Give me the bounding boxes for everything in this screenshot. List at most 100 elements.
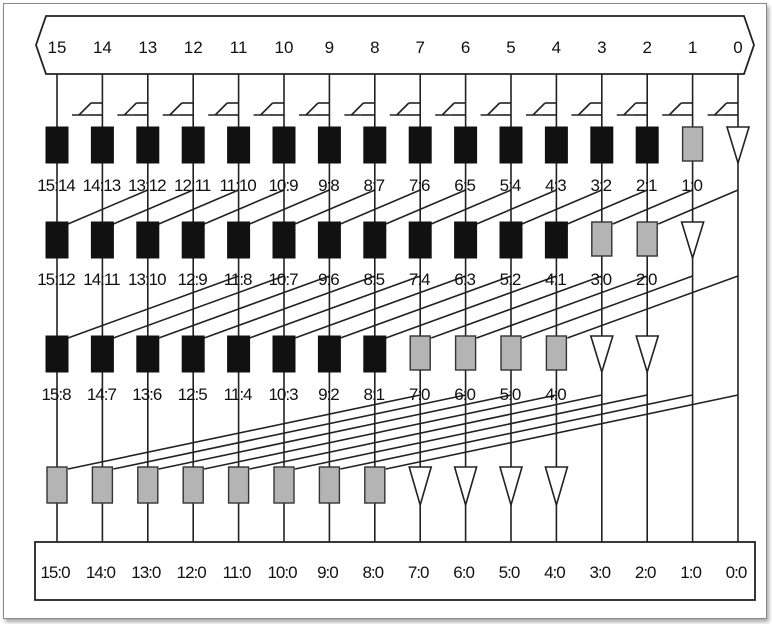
connector	[260, 102, 274, 116]
connector	[532, 102, 546, 116]
diagonal-connection	[385, 275, 557, 339]
buffer	[680, 221, 705, 261]
output-label: 3:0	[589, 563, 610, 582]
black-cell	[408, 221, 432, 259]
diagonal-connection	[203, 189, 285, 225]
output-label: 13:0	[131, 563, 161, 582]
diagonal-connection	[158, 275, 330, 339]
output-label: 0:0	[726, 563, 747, 582]
diagonal-connection	[340, 275, 512, 339]
input-bit-label: 3	[597, 38, 606, 57]
output-label: 12:0	[177, 563, 207, 582]
connector	[214, 102, 228, 116]
group-span-label: 2:1	[636, 176, 657, 195]
group-span-label: 12:9	[178, 270, 208, 289]
input-bit-label: 13	[138, 38, 157, 57]
diagonal-connection	[657, 189, 739, 225]
black-cell	[90, 335, 114, 373]
group-span-label: 1:0	[681, 176, 702, 195]
connector	[577, 102, 591, 116]
output-label: 9:0	[317, 563, 338, 582]
gray-cell	[409, 335, 431, 371]
black-cell	[272, 126, 296, 164]
diagonal-connection	[612, 189, 693, 225]
black-cell	[635, 126, 659, 164]
black-cell	[272, 221, 296, 259]
black-cell	[317, 126, 341, 164]
gray-cell	[46, 466, 68, 504]
group-span-label: 13:10	[128, 270, 166, 289]
output-label: 6:0	[453, 563, 474, 582]
group-span-label: 8:7	[363, 176, 384, 195]
group-span-label: 2:0	[636, 270, 657, 289]
black-cell	[363, 335, 387, 373]
diagonal-connection	[430, 189, 512, 225]
output-label: 1:0	[680, 563, 701, 582]
black-cell	[181, 126, 205, 164]
black-cell	[363, 126, 387, 164]
black-cell	[181, 221, 205, 259]
black-cell	[317, 221, 341, 259]
buffer	[725, 126, 751, 166]
group-span-label: 13:6	[132, 385, 162, 404]
diagonal-connection	[158, 394, 512, 470]
connector	[441, 102, 455, 116]
connector	[623, 102, 637, 116]
diagonal-connection	[294, 189, 376, 225]
connector	[668, 102, 682, 116]
diagonal-connection	[567, 189, 648, 225]
gray-cell	[545, 335, 568, 371]
diagonal-connection	[294, 394, 648, 470]
group-span-label: 12:5	[178, 385, 208, 404]
gray-cell	[500, 335, 522, 371]
group-span-label: 11:10	[219, 176, 256, 195]
input-bit-label: 9	[325, 38, 334, 57]
diagonal-connection	[340, 189, 421, 225]
group-span-label: 9:8	[318, 176, 339, 195]
group-span-label: 6:5	[454, 176, 475, 195]
gray-cell	[591, 221, 613, 257]
diagonal-connection	[294, 275, 466, 339]
input-bit-label: 10	[275, 38, 294, 57]
diagonal-connection	[385, 189, 466, 225]
group-span-label: 5:4	[500, 176, 521, 195]
input-bit-label: 1	[688, 38, 697, 57]
black-cell	[499, 221, 523, 259]
group-span-label: 6:3	[454, 270, 475, 289]
gray-cell	[364, 466, 386, 504]
group-span-label: 5:0	[500, 385, 521, 404]
diagonal-connection	[476, 189, 557, 225]
group-span-label: 15:14	[37, 176, 75, 195]
black-cell	[45, 221, 69, 259]
black-cell	[136, 221, 160, 259]
gray-cell	[91, 466, 114, 504]
diagonal-connection	[158, 189, 239, 225]
diagonal-connection	[340, 394, 693, 470]
diagonal-connection	[567, 275, 739, 339]
group-span-label: 10:7	[268, 270, 298, 289]
diagonal-connection	[67, 394, 421, 470]
input-bit-label: 11	[230, 38, 248, 57]
group-span-label: 15:12	[37, 270, 75, 289]
connector	[78, 102, 92, 116]
input-bit-label: 0	[733, 38, 742, 57]
input-bit-label: 12	[184, 38, 203, 57]
buffer	[544, 466, 569, 508]
buffer	[635, 335, 660, 375]
buffer	[408, 466, 433, 508]
gray-cell	[636, 221, 658, 257]
group-span-label: 6:0	[454, 385, 475, 404]
black-cell	[90, 126, 114, 164]
diagonal-connection	[249, 394, 602, 470]
output-label: 11:0	[223, 563, 251, 582]
diagonal-connection	[430, 275, 603, 339]
connector	[714, 102, 728, 116]
diagonal-connection	[521, 189, 603, 225]
gray-cell	[454, 335, 477, 371]
output-label: 10:0	[267, 563, 297, 582]
black-cell	[136, 126, 160, 164]
group-span-label: 10:3	[268, 385, 298, 404]
output-label: 5:0	[499, 563, 520, 582]
group-span-label: 8:1	[363, 385, 384, 404]
